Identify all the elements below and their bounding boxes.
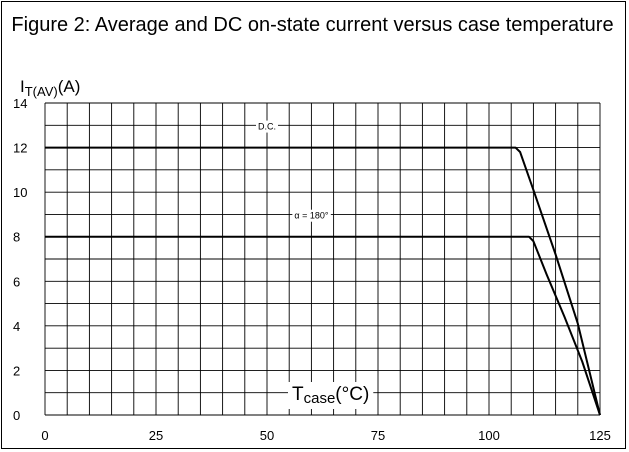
series-label: α = 180° — [294, 211, 328, 221]
y-tick-label: 12 — [13, 141, 27, 156]
y-axis-label-sub: T(AV) — [25, 84, 58, 99]
y-tick-label: 8 — [13, 230, 20, 245]
y-tick-label: 14 — [13, 96, 27, 111]
y-tick-label: 6 — [13, 274, 20, 289]
x-tick-label: 125 — [589, 428, 611, 443]
y-tick-label: 4 — [13, 319, 20, 334]
y-tick-label: 10 — [13, 185, 27, 200]
series-lines — [45, 146, 601, 416]
series-line — [45, 235, 601, 416]
x-axis-label-unit: (°C) — [335, 384, 369, 405]
series-label-background — [256, 120, 278, 133]
x-tick-label: 25 — [149, 428, 163, 443]
series-labels: D.C. α = 180° — [256, 120, 331, 222]
x-axis-label: Tcase(°C) — [292, 384, 369, 407]
x-axis-label-sub: case — [304, 390, 336, 407]
series-line — [45, 146, 601, 416]
x-tick-label: 0 — [41, 428, 48, 443]
y-tick-label: 0 — [13, 408, 20, 423]
y-axis-label: IT(AV)(A) — [20, 77, 80, 99]
x-tick-labels: 0 25 50 75 100 125 — [41, 428, 610, 443]
x-tick-label: 100 — [478, 428, 500, 443]
series-label: D.C. — [258, 122, 276, 132]
y-axis-label-unit: (A) — [58, 77, 81, 96]
y-tick-label: 2 — [13, 363, 20, 378]
y-axis-label-main: I — [20, 77, 25, 96]
chart-title: Figure 2: Average and DC on-state curren… — [11, 14, 614, 36]
x-axis-label-main: T — [292, 384, 304, 405]
series-label-background — [292, 209, 331, 222]
x-tick-label: 50 — [260, 428, 274, 443]
y-tick-labels: 0 2 4 6 8 10 12 14 — [13, 96, 27, 423]
x-tick-label: 75 — [371, 428, 385, 443]
x-axis-label-background — [288, 382, 374, 409]
